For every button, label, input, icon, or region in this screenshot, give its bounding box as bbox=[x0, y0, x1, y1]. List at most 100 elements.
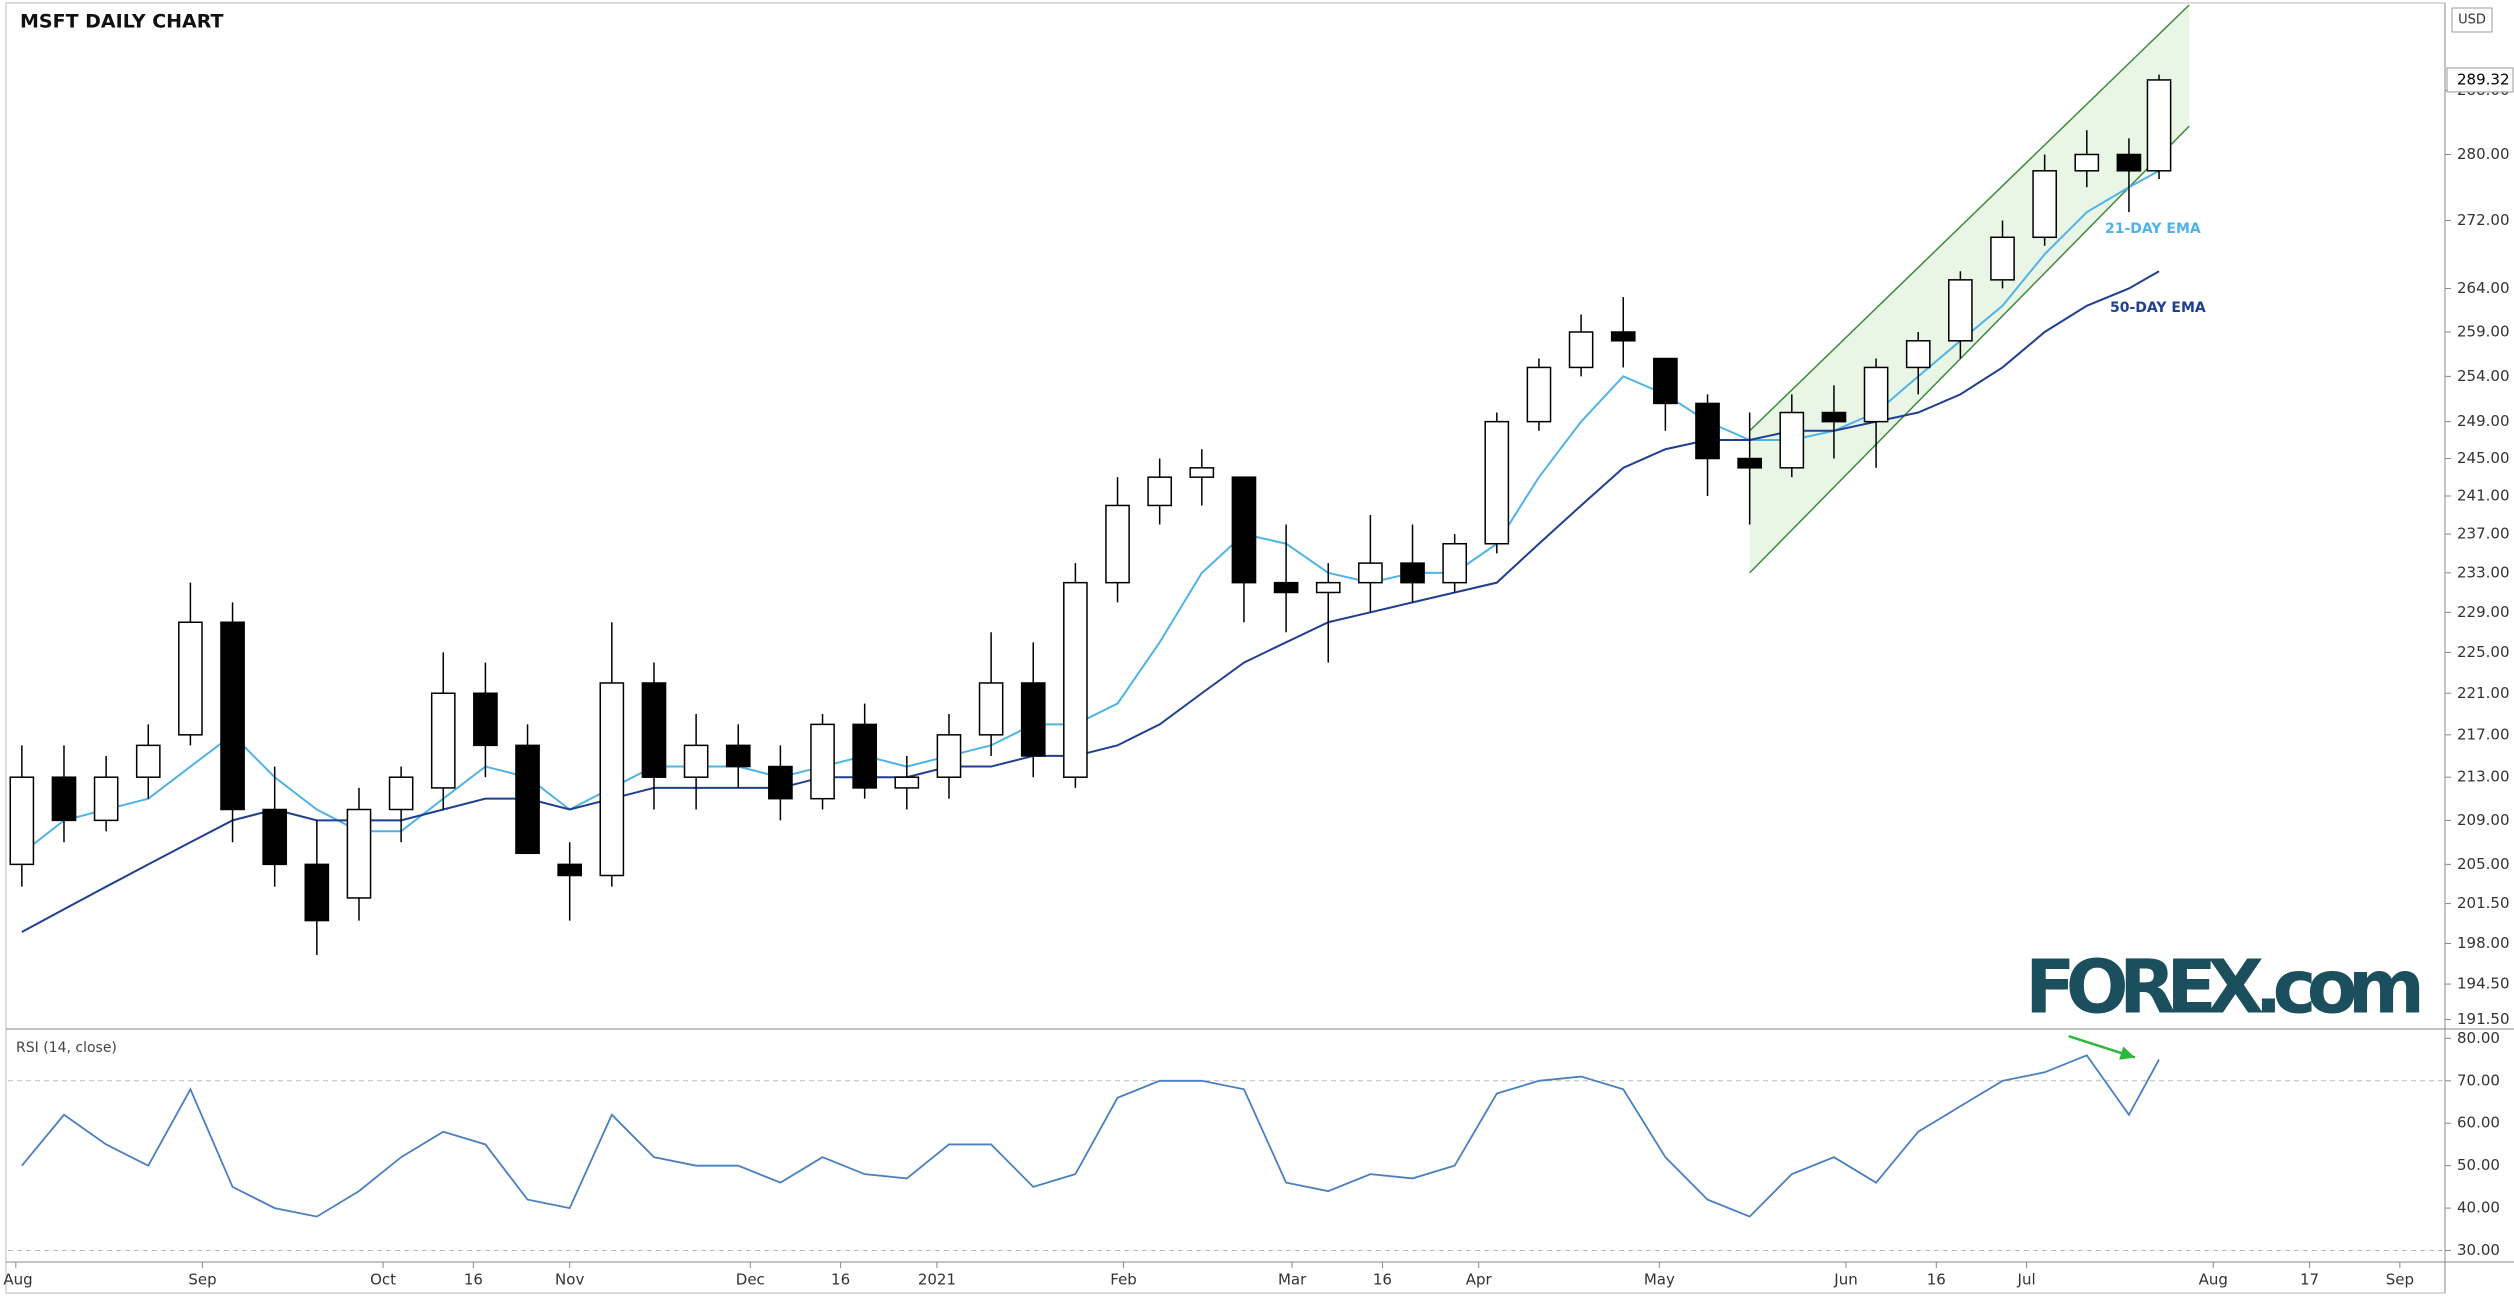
candle-body bbox=[430, 692, 456, 789]
y-tick-label: 259.00 bbox=[2457, 322, 2510, 340]
candle-body bbox=[725, 744, 751, 768]
x-tick-label: 16 bbox=[831, 1271, 850, 1289]
x-tick-label: May bbox=[1644, 1271, 1675, 1289]
y-tick-label: 201.50 bbox=[2457, 894, 2510, 912]
candle-body bbox=[304, 863, 330, 922]
last-price-badge bbox=[2446, 67, 2514, 93]
y-tick-label: 217.00 bbox=[2457, 725, 2510, 743]
candle-body bbox=[1653, 357, 1678, 405]
currency-box bbox=[2451, 7, 2493, 33]
x-tick-label: Feb bbox=[1110, 1271, 1137, 1289]
candle-body bbox=[346, 808, 372, 899]
candle-body bbox=[1105, 504, 1130, 584]
candle-body bbox=[2032, 170, 2057, 239]
ema-label: 21-DAY EMA bbox=[2105, 221, 2201, 237]
x-tick-label: Aug bbox=[3, 1271, 32, 1289]
y-tick-label: 70.00 bbox=[2457, 1071, 2500, 1089]
y-tick-label: 254.00 bbox=[2457, 367, 2510, 385]
candle-body bbox=[1821, 411, 1847, 423]
candle-body bbox=[894, 776, 920, 789]
candle-body bbox=[1358, 562, 1383, 584]
candle-body bbox=[1863, 366, 1889, 423]
candle-body bbox=[810, 723, 835, 800]
candle-body bbox=[262, 808, 288, 866]
candle-body bbox=[1231, 476, 1257, 584]
x-tick-label: Jun bbox=[1833, 1271, 1857, 1289]
candle-body bbox=[936, 734, 962, 778]
x-tick-label: Sep bbox=[188, 1271, 216, 1289]
y-tick-label: 245.00 bbox=[2457, 449, 2510, 467]
x-tick-label: Dec bbox=[736, 1271, 765, 1289]
candle-body bbox=[1779, 411, 1805, 469]
candle-body bbox=[1315, 581, 1341, 594]
candle-body bbox=[1273, 581, 1299, 594]
candle-body bbox=[1400, 562, 1425, 584]
channel-line bbox=[1749, 4, 2190, 432]
candle-body bbox=[978, 682, 1004, 736]
ema-line bbox=[21, 270, 2160, 933]
candle-body bbox=[2116, 153, 2142, 172]
last-price-label: 289.32 bbox=[2457, 70, 2510, 88]
candle-body bbox=[1020, 682, 1046, 757]
candle-body bbox=[599, 682, 625, 877]
x-tick-label: 16 bbox=[1927, 1271, 1946, 1289]
x-tick-label: Oct bbox=[370, 1271, 396, 1289]
candle-body bbox=[178, 621, 203, 736]
x-tick-label: Sep bbox=[2386, 1271, 2414, 1289]
y-tick-label: 225.00 bbox=[2457, 643, 2510, 661]
y-tick-label: 205.00 bbox=[2457, 855, 2510, 873]
y-tick-label: 280.00 bbox=[2457, 145, 2510, 163]
y-tick-label: 249.00 bbox=[2457, 412, 2510, 430]
candle-body bbox=[1695, 402, 1720, 460]
y-tick-label: 194.50 bbox=[2457, 975, 2510, 993]
candle-body bbox=[1484, 420, 1510, 545]
candle-body bbox=[473, 692, 498, 747]
currency: USD bbox=[2458, 13, 2486, 28]
y-tick-label: 50.00 bbox=[2457, 1156, 2500, 1174]
candle-body bbox=[1737, 457, 1762, 469]
candle-body bbox=[1442, 542, 1468, 584]
ema-label: 50-DAY EMA bbox=[2110, 300, 2206, 316]
y-tick-label: 60.00 bbox=[2457, 1114, 2500, 1132]
y-tick-label: 30.00 bbox=[2457, 1241, 2500, 1259]
candle-body bbox=[220, 621, 245, 811]
ema-line bbox=[21, 169, 2160, 855]
y-tick-label: 221.00 bbox=[2457, 684, 2510, 702]
x-tick-label: Nov bbox=[555, 1271, 584, 1289]
x-tick-label: 2021 bbox=[918, 1271, 956, 1289]
candle-body bbox=[1568, 331, 1594, 369]
x-tick-label: 17 bbox=[2300, 1271, 2319, 1289]
x-tick-label: Apr bbox=[1466, 1271, 1493, 1289]
candle-body bbox=[51, 776, 77, 822]
rsi-title: RSI (14, close) bbox=[16, 1040, 117, 1056]
candle-body bbox=[388, 776, 414, 811]
y-tick-label: 237.00 bbox=[2457, 525, 2510, 543]
y-tick-label: 80.00 bbox=[2457, 1029, 2500, 1047]
y-tick-label: 264.00 bbox=[2457, 279, 2510, 297]
candle-body bbox=[1526, 366, 1552, 423]
candle-body bbox=[135, 744, 161, 778]
x-tick-label: Mar bbox=[1278, 1271, 1307, 1289]
chart-title: MSFT DAILY CHART bbox=[20, 11, 224, 33]
y-tick-label: 40.00 bbox=[2457, 1199, 2500, 1217]
y-tick-label: 191.50 bbox=[2457, 1010, 2510, 1028]
candle-body bbox=[1189, 467, 1215, 478]
x-tick-label: 16 bbox=[1373, 1271, 1392, 1289]
candle-body bbox=[2146, 79, 2172, 172]
candle-body bbox=[515, 744, 540, 855]
rsi-line bbox=[21, 1054, 2160, 1218]
candle-body bbox=[93, 776, 119, 822]
candle-body bbox=[2074, 153, 2100, 172]
y-tick-label: 213.00 bbox=[2457, 768, 2510, 786]
logo: FOREX.com bbox=[2025, 945, 2425, 1031]
candle-body bbox=[1063, 581, 1088, 778]
x-tick-label: Jul bbox=[2017, 1271, 2036, 1289]
candle-body bbox=[1948, 279, 1973, 342]
candle-body bbox=[1610, 331, 1636, 342]
y-tick-label: 241.00 bbox=[2457, 486, 2510, 504]
y-tick-label: 209.00 bbox=[2457, 811, 2510, 829]
y-tick-label: 233.00 bbox=[2457, 563, 2510, 581]
rsi-arrow-head bbox=[2119, 1046, 2135, 1060]
x-tick-label: Aug bbox=[2199, 1271, 2228, 1289]
